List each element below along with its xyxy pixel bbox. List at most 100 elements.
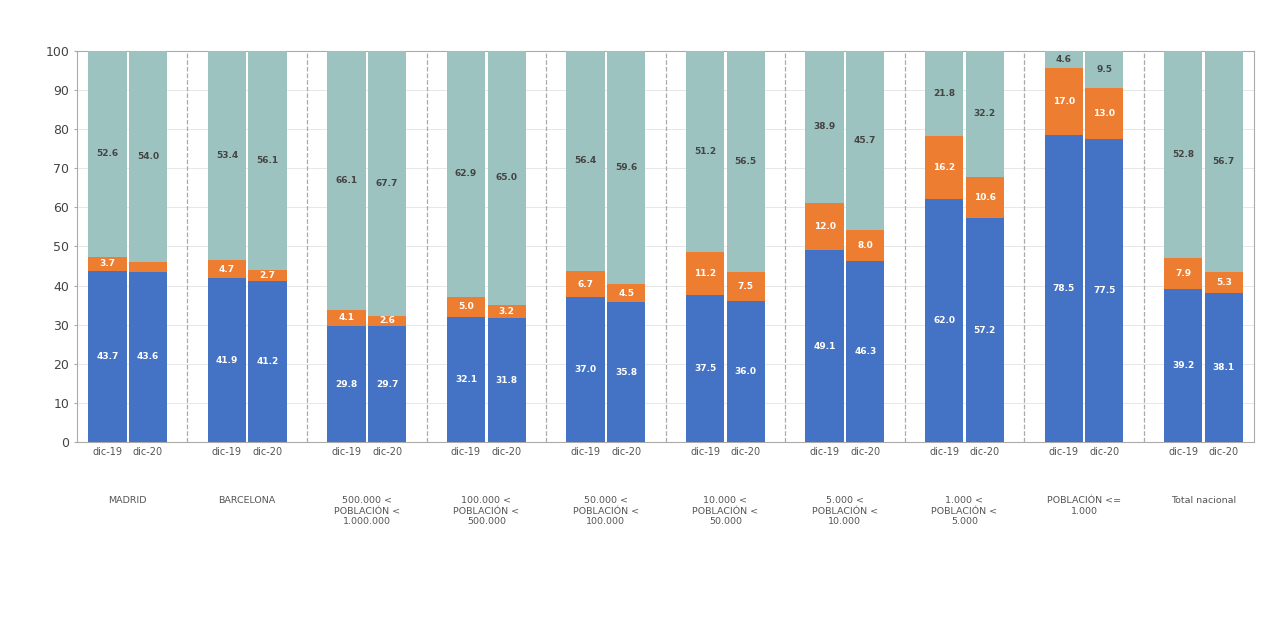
- Text: 41.9: 41.9: [216, 356, 238, 365]
- Bar: [925, 200, 964, 442]
- Text: 4.6: 4.6: [1056, 55, 1071, 64]
- Text: 56.5: 56.5: [735, 157, 756, 166]
- Bar: [965, 177, 1004, 218]
- Text: 7.5: 7.5: [737, 282, 754, 291]
- Bar: [965, 51, 1004, 177]
- Text: 16.2: 16.2: [933, 163, 955, 173]
- Bar: [846, 229, 884, 261]
- Text: 31.8: 31.8: [495, 375, 517, 385]
- Text: 43.6: 43.6: [137, 353, 159, 362]
- Text: 32.1: 32.1: [454, 375, 477, 384]
- Text: 52.8: 52.8: [1172, 150, 1194, 159]
- Text: 2.6: 2.6: [379, 317, 396, 325]
- Bar: [607, 51, 645, 284]
- Text: 6.7: 6.7: [577, 280, 594, 289]
- Text: 500.000 <
POBLACIÓN <
1.000.000: 500.000 < POBLACIÓN < 1.000.000: [334, 496, 399, 526]
- Bar: [686, 296, 724, 442]
- Text: 65.0: 65.0: [495, 173, 517, 183]
- Bar: [727, 301, 765, 442]
- Bar: [207, 278, 246, 442]
- Text: 56.1: 56.1: [256, 156, 279, 165]
- Text: 43.7: 43.7: [96, 352, 119, 362]
- Text: 29.7: 29.7: [376, 380, 398, 389]
- Text: 10.000 <
POBLACIÓN <
50.000: 10.000 < POBLACIÓN < 50.000: [692, 496, 759, 526]
- Bar: [686, 252, 724, 296]
- Bar: [248, 51, 287, 270]
- Bar: [727, 51, 765, 272]
- Text: 32.2: 32.2: [974, 109, 996, 118]
- Bar: [607, 284, 645, 302]
- Bar: [1085, 51, 1124, 88]
- Text: 100.000 <
POBLACIÓN <
500.000: 100.000 < POBLACIÓN < 500.000: [453, 496, 520, 526]
- Text: 36.0: 36.0: [735, 367, 756, 377]
- Text: 17.0: 17.0: [1052, 97, 1075, 106]
- Text: 49.1: 49.1: [813, 342, 836, 351]
- Text: 11.2: 11.2: [694, 269, 716, 278]
- Text: Total nacional: Total nacional: [1171, 496, 1236, 505]
- Bar: [925, 51, 964, 136]
- Bar: [1204, 293, 1243, 442]
- Bar: [607, 302, 645, 442]
- Text: 4.7: 4.7: [219, 265, 236, 274]
- Text: BARCELONA: BARCELONA: [219, 496, 276, 505]
- Text: 50.000 <
POBLACIÓN <
100.000: 50.000 < POBLACIÓN < 100.000: [572, 496, 639, 526]
- Text: 38.1: 38.1: [1212, 363, 1235, 372]
- Bar: [328, 310, 366, 325]
- Bar: [1085, 88, 1124, 139]
- Bar: [1085, 139, 1124, 442]
- Text: 54.0: 54.0: [137, 152, 159, 161]
- Bar: [1164, 51, 1202, 258]
- Bar: [88, 271, 127, 442]
- Text: 62.0: 62.0: [933, 317, 955, 325]
- Bar: [846, 261, 884, 442]
- Bar: [328, 51, 366, 310]
- Text: 5.0: 5.0: [458, 302, 474, 312]
- Text: 66.1: 66.1: [335, 176, 357, 185]
- Bar: [1044, 50, 1083, 68]
- Text: 10.6: 10.6: [974, 193, 996, 202]
- Text: 4.5: 4.5: [618, 289, 634, 298]
- Bar: [248, 270, 287, 281]
- Bar: [1204, 272, 1243, 293]
- Bar: [727, 272, 765, 301]
- Bar: [488, 305, 526, 318]
- Bar: [805, 51, 844, 203]
- Text: 3.7: 3.7: [100, 259, 115, 269]
- Bar: [129, 272, 168, 442]
- Text: 41.2: 41.2: [256, 357, 279, 366]
- Text: 59.6: 59.6: [614, 163, 637, 173]
- Text: 21.8: 21.8: [933, 88, 955, 98]
- Bar: [447, 297, 485, 317]
- Text: 56.4: 56.4: [575, 156, 596, 165]
- Text: 13.0: 13.0: [1093, 109, 1115, 118]
- Text: 51.2: 51.2: [694, 147, 716, 155]
- Text: 57.2: 57.2: [974, 326, 996, 335]
- Bar: [367, 51, 406, 316]
- Bar: [447, 317, 485, 442]
- Bar: [1044, 68, 1083, 135]
- Text: 56.7: 56.7: [1212, 157, 1235, 166]
- Bar: [1164, 258, 1202, 289]
- Bar: [686, 51, 724, 252]
- Text: 38.9: 38.9: [814, 122, 836, 131]
- Text: 39.2: 39.2: [1172, 361, 1194, 370]
- Text: 3.2: 3.2: [499, 307, 515, 316]
- Text: 45.7: 45.7: [854, 136, 877, 145]
- Bar: [488, 51, 526, 305]
- Bar: [1044, 135, 1083, 442]
- Text: 7.9: 7.9: [1175, 269, 1192, 278]
- Text: 52.6: 52.6: [96, 149, 119, 158]
- Bar: [805, 203, 844, 250]
- Text: 29.8: 29.8: [335, 379, 357, 389]
- Bar: [566, 298, 604, 442]
- Text: 5.3: 5.3: [1216, 278, 1231, 287]
- Bar: [1204, 50, 1243, 272]
- Text: 1.000 <
POBLACIÓN <
5.000: 1.000 < POBLACIÓN < 5.000: [932, 496, 997, 526]
- Bar: [566, 50, 604, 271]
- Bar: [488, 318, 526, 442]
- Bar: [328, 325, 366, 442]
- Text: 2.7: 2.7: [260, 271, 275, 280]
- Bar: [248, 281, 287, 442]
- Bar: [207, 260, 246, 278]
- Text: 67.7: 67.7: [376, 179, 398, 188]
